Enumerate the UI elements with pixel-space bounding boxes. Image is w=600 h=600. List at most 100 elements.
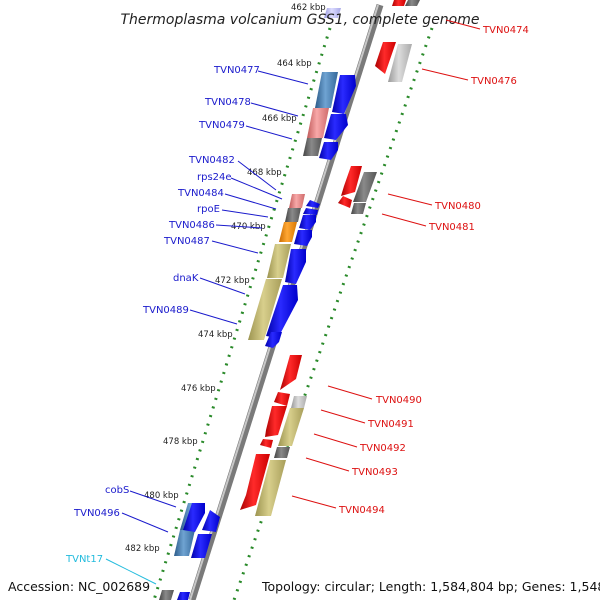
map-title: Thermoplasma volcanium GSS1, complete ge… — [120, 12, 479, 28]
label-connector — [230, 177, 283, 200]
gene-label[interactable]: TVN0477 — [213, 65, 260, 76]
forward-labels: TVN0477 TVN0478 TVN0479 TVN0482 rps24e T… — [65, 65, 309, 585]
label-connector — [215, 224, 263, 229]
gene-label[interactable]: TVN0479 — [198, 120, 245, 131]
gene-label[interactable]: TVN0490 — [375, 395, 422, 406]
label-connector — [291, 495, 337, 509]
topology-text: Topology: circular; Length: 1,584,804 bp… — [262, 579, 600, 594]
gene-arrow — [303, 208, 318, 215]
gene-block — [159, 590, 174, 600]
label-connector — [445, 19, 481, 30]
gene-arrow — [324, 114, 348, 140]
gene-arrow — [240, 454, 270, 510]
gene-label[interactable]: TVN0492 — [359, 443, 406, 454]
label-connector — [421, 68, 469, 81]
gene-label[interactable]: TVN0494 — [338, 505, 385, 516]
gene-label[interactable]: dnaK — [173, 273, 199, 284]
label-connector — [237, 160, 277, 191]
reverse-cog-track — [255, 0, 420, 516]
gene-arrow — [338, 196, 352, 208]
gene-arrow — [392, 0, 406, 6]
label-connector — [129, 490, 177, 508]
gene-label[interactable]: TVNt17 — [65, 554, 103, 565]
gene-arrow — [202, 510, 220, 532]
label-connector — [320, 409, 366, 424]
label-connector — [387, 193, 433, 206]
gene-block — [405, 0, 420, 6]
gene-arrow — [191, 534, 212, 558]
gene-block — [388, 44, 412, 82]
gene-label[interactable]: TVN0493 — [351, 467, 398, 478]
gene-arrow — [285, 249, 306, 284]
gene-label[interactable]: TVN0489 — [142, 305, 189, 316]
gene-label[interactable]: TVN0480 — [434, 201, 481, 212]
gene-arrow — [183, 503, 205, 532]
label-connector — [189, 309, 238, 325]
label-connector — [121, 512, 169, 533]
gene-block — [351, 203, 366, 214]
gene-block — [353, 172, 377, 202]
label-connector — [313, 433, 358, 448]
gene-arrow — [265, 406, 287, 437]
label-connector — [224, 193, 277, 210]
gene-block — [278, 408, 304, 446]
gene-arrow — [306, 200, 320, 208]
gene-arrow — [177, 592, 190, 600]
gene-label[interactable]: TVN0482 — [188, 155, 235, 166]
gene-arrow — [341, 166, 362, 196]
gene-block — [315, 72, 338, 108]
forward-gene-track — [177, 75, 356, 600]
kbp-label: 482 kbp — [125, 544, 160, 554]
gene-block — [174, 530, 195, 556]
gene-arrow — [260, 439, 273, 448]
gene-label[interactable]: TVN0496 — [73, 508, 120, 519]
gene-block — [279, 222, 297, 242]
label-connector — [250, 102, 299, 117]
gene-block — [303, 138, 322, 156]
gene-label[interactable]: TVN0478 — [204, 97, 251, 108]
kbp-label: 466 kbp — [262, 114, 297, 124]
gene-block — [285, 208, 301, 222]
gene-arrow — [319, 142, 338, 160]
gene-arrow — [375, 42, 396, 74]
gene-label[interactable]: TVN0487 — [163, 236, 210, 247]
label-connector — [257, 70, 309, 85]
kbp-label: 480 kbp — [144, 491, 179, 501]
gene-arrow — [280, 355, 302, 390]
gene-arrow — [265, 332, 282, 348]
gene-block — [274, 447, 290, 458]
gene-arrow — [299, 215, 316, 230]
kbp-label: 468 kbp — [247, 168, 282, 178]
gene-label[interactable]: TVN0476 — [470, 76, 517, 87]
reverse-gene-track — [240, 0, 406, 510]
label-connector — [381, 213, 427, 227]
label-connector — [221, 209, 269, 218]
gene-label[interactable]: cobS — [105, 485, 129, 496]
gene-label[interactable]: TVN0481 — [428, 222, 475, 233]
reverse-labels: TVN0474 TVN0476 TVN0480 TVN0481 TVN0490 … — [291, 19, 529, 516]
label-connector — [199, 277, 246, 295]
gene-label[interactable]: TVN0474 — [482, 25, 529, 36]
kbp-label: 478 kbp — [163, 437, 198, 447]
gene-block — [289, 194, 305, 208]
kbp-label: 462 kbp — [291, 3, 326, 13]
forward-outer-guide — [152, 27, 332, 600]
gene-label[interactable]: TVN0486 — [168, 220, 215, 231]
accession-text: Accession: NC_002689 — [8, 579, 151, 594]
gene-label[interactable]: rpoE — [197, 204, 220, 215]
gene-label[interactable]: TVN0484 — [177, 188, 224, 199]
gene-block — [324, 8, 341, 18]
label-connector — [211, 240, 259, 254]
kbp-label: 472 kbp — [215, 276, 250, 286]
gene-block — [291, 396, 307, 408]
gene-label[interactable]: rps24e — [197, 172, 232, 183]
gene-block — [248, 279, 282, 340]
label-connector — [245, 125, 293, 140]
gene-block — [307, 108, 329, 138]
kbp-label: 464 kbp — [277, 59, 312, 69]
gene-arrow — [274, 392, 290, 406]
gene-block — [267, 244, 291, 278]
gene-label[interactable]: TVN0491 — [367, 419, 414, 430]
gene-arrow — [294, 230, 312, 246]
